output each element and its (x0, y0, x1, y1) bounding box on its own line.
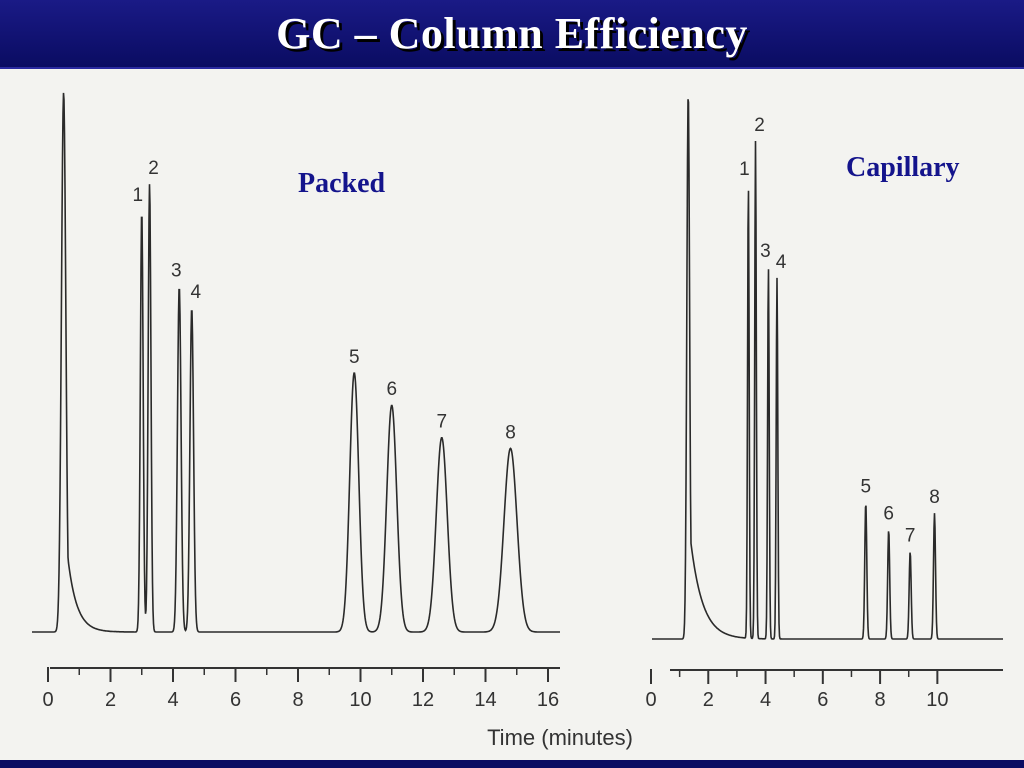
x-tick-label: 16 (537, 689, 559, 711)
x-tick-label: 8 (292, 689, 303, 711)
peak-label-8: 8 (929, 487, 940, 508)
bottom-bar (0, 760, 1024, 768)
peak-label-4: 4 (776, 252, 787, 273)
peak-label-1: 1 (739, 159, 750, 180)
peak-label-3: 3 (171, 260, 182, 281)
scanned-figure-area (0, 69, 1024, 760)
peak-label-5: 5 (349, 347, 360, 368)
x-tick-label: 0 (42, 689, 53, 711)
chromatogram-trace (652, 99, 1003, 640)
x-tick-label: 2 (105, 689, 116, 711)
capillary-label: Capillary (846, 152, 960, 183)
peak-label-5: 5 (861, 476, 872, 497)
x-tick-label: 4 (760, 689, 771, 711)
x-tick-label: 6 (230, 689, 241, 711)
x-tick-label: 10 (926, 689, 948, 711)
slide-title: GC – Column Efficiency (276, 9, 748, 58)
peak-label-3: 3 (760, 241, 771, 262)
title-bar: GC – Column Efficiency (0, 0, 1024, 69)
peak-label-2: 2 (754, 115, 765, 136)
peak-label-6: 6 (883, 504, 894, 525)
x-tick-label: 6 (817, 689, 828, 711)
x-tick-label: 8 (875, 689, 886, 711)
x-axis-label: Time (minutes) (487, 725, 633, 750)
x-tick-label: 2 (703, 689, 714, 711)
peak-label-2: 2 (148, 158, 159, 179)
packed-label: Packed (298, 168, 386, 199)
x-tick-label: 0 (645, 689, 656, 711)
x-tick-label: 12 (412, 689, 434, 711)
peak-label-6: 6 (387, 379, 398, 400)
x-tick-label: 4 (167, 689, 178, 711)
peak-label-7: 7 (437, 412, 448, 433)
x-tick-label: 14 (474, 689, 496, 711)
peak-label-1: 1 (133, 185, 144, 206)
peak-label-7: 7 (905, 526, 916, 547)
peak-label-4: 4 (191, 282, 202, 303)
peak-label-8: 8 (505, 422, 516, 443)
chromatogram-trace (32, 92, 560, 633)
x-tick-label: 10 (349, 689, 371, 711)
